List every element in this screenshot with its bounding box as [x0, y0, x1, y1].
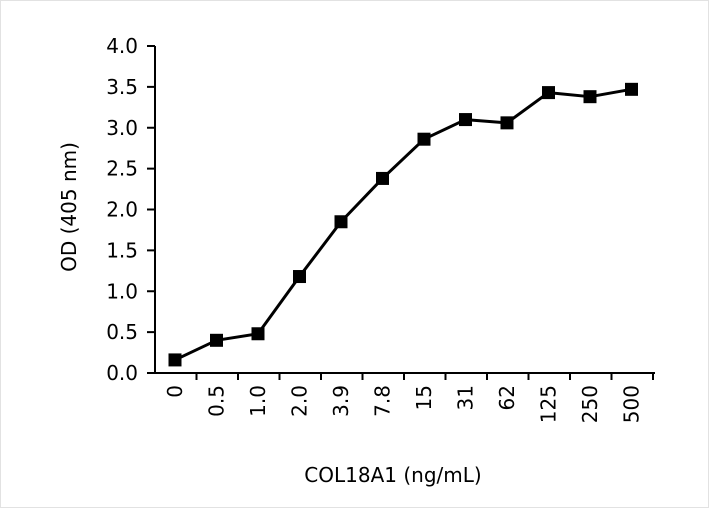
y-tick-label: 2.5 — [106, 157, 138, 181]
y-tick-label: 0.0 — [106, 361, 138, 385]
y-tick-label: 3.0 — [106, 116, 138, 140]
x-axis-label: COL18A1 (ng/mL) — [304, 463, 481, 487]
data-point — [168, 353, 182, 367]
x-axis: 0 0.5 1.0 2.0 3.9 7.8 15 31 62 125 250 500 — [154, 372, 655, 423]
data-point — [542, 86, 555, 100]
y-tick-label: 3.5 — [106, 75, 138, 99]
x-tick-label: 250 — [578, 385, 602, 423]
data-point — [583, 90, 597, 104]
x-tick-label: 62 — [495, 385, 519, 410]
x-tick-label: 15 — [412, 385, 436, 410]
data-point — [376, 171, 389, 185]
x-tick-label: 500 — [620, 385, 644, 423]
x-tick-label: 31 — [454, 385, 478, 410]
x-tick-label: 0.5 — [205, 385, 229, 417]
x-tick-label: 2.0 — [288, 385, 312, 417]
y-tick-label: 4.0 — [106, 34, 138, 58]
y-tick-label: 0.5 — [106, 320, 138, 344]
y-tick-label: 2.0 — [106, 198, 138, 222]
y-tick-label: 1.0 — [106, 279, 138, 303]
data-point — [334, 215, 348, 229]
x-tick-label: 3.9 — [329, 385, 353, 417]
data-point — [293, 270, 306, 284]
data-point — [625, 82, 638, 96]
plot-area — [168, 82, 638, 367]
data-point — [500, 116, 514, 130]
x-tick-label: 0 — [163, 385, 187, 398]
data-point — [417, 132, 431, 146]
data-point — [251, 327, 265, 341]
y-axis-label: OD (405 nm) — [57, 142, 81, 272]
x-tick-label: 1.0 — [246, 385, 270, 417]
data-point — [210, 333, 223, 347]
data-point — [459, 113, 472, 127]
x-tick-label: 125 — [537, 385, 561, 423]
y-tick-label: 1.5 — [106, 238, 138, 262]
series-line — [174, 87, 632, 362]
x-tick-label: 7.8 — [371, 385, 395, 417]
y-axis: 0.0 0.5 1.0 1.5 2.0 2.5 3.0 3.5 4.0 — [106, 34, 156, 385]
